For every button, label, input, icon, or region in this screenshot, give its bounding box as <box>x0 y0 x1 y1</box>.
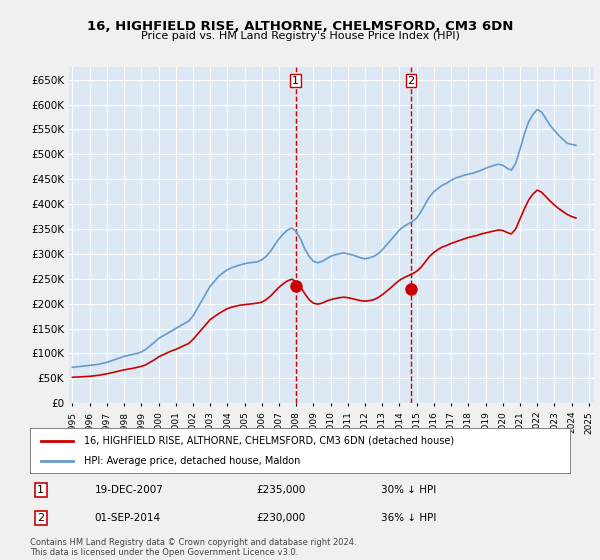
Text: 19-DEC-2007: 19-DEC-2007 <box>95 485 164 495</box>
Text: 01-SEP-2014: 01-SEP-2014 <box>95 513 161 523</box>
Text: 1: 1 <box>292 76 299 86</box>
Text: 1: 1 <box>37 485 44 495</box>
Text: Contains HM Land Registry data © Crown copyright and database right 2024.
This d: Contains HM Land Registry data © Crown c… <box>30 538 356 557</box>
Text: 2: 2 <box>407 76 415 86</box>
Text: 30% ↓ HPI: 30% ↓ HPI <box>381 485 436 495</box>
Text: HPI: Average price, detached house, Maldon: HPI: Average price, detached house, Mald… <box>84 456 301 466</box>
Text: Price paid vs. HM Land Registry's House Price Index (HPI): Price paid vs. HM Land Registry's House … <box>140 31 460 41</box>
Text: £230,000: £230,000 <box>257 513 306 523</box>
Text: 16, HIGHFIELD RISE, ALTHORNE, CHELMSFORD, CM3 6DN: 16, HIGHFIELD RISE, ALTHORNE, CHELMSFORD… <box>87 20 513 32</box>
Text: 16, HIGHFIELD RISE, ALTHORNE, CHELMSFORD, CM3 6DN (detached house): 16, HIGHFIELD RISE, ALTHORNE, CHELMSFORD… <box>84 436 454 446</box>
Text: 36% ↓ HPI: 36% ↓ HPI <box>381 513 436 523</box>
Text: £235,000: £235,000 <box>257 485 306 495</box>
Text: 2: 2 <box>37 513 44 523</box>
